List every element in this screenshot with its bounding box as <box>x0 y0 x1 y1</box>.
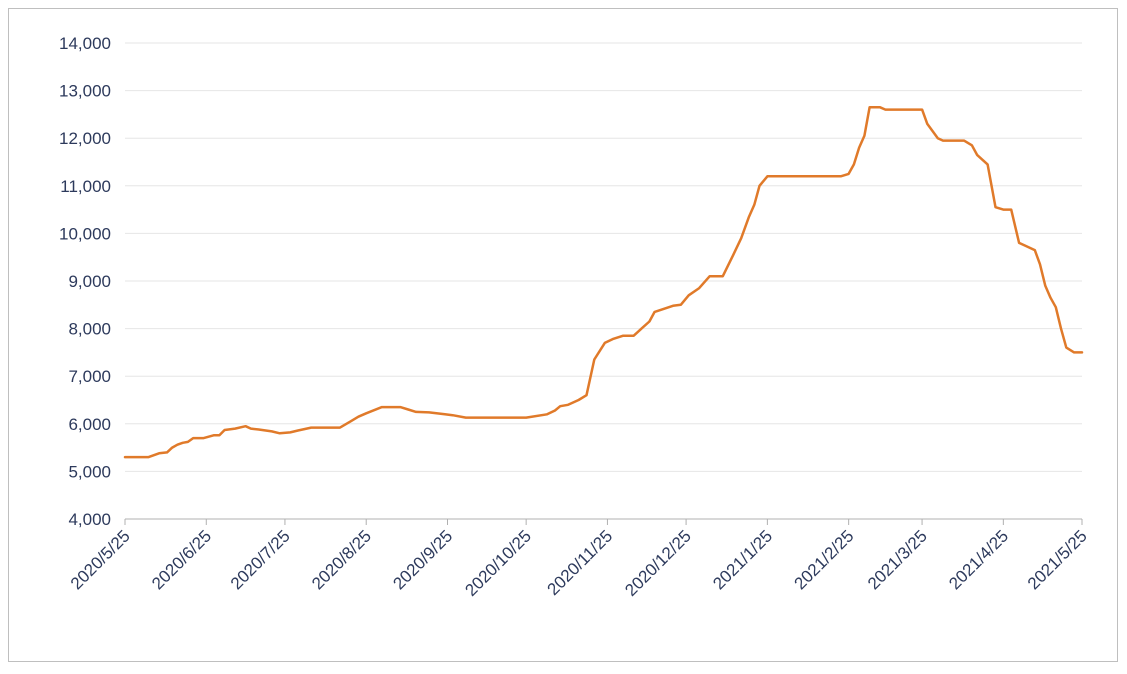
x-tick-label: 2020/8/25 <box>308 526 375 593</box>
chart-frame: 4,000 5,000 6,000 7,000 8,000 9,000 10,000 11,0… <box>8 8 1118 662</box>
x-tick-label: 2021/5/25 <box>1024 526 1091 593</box>
x-tick-label: 2020/11/25 <box>544 526 617 599</box>
y-tick-label: 7,000 <box>68 367 111 386</box>
series-line <box>123 106 1084 459</box>
line-chart: 4,000 5,000 6,000 7,000 8,000 9,000 10,000 11,0… <box>59 34 1091 600</box>
y-axis-ticks: 4,000 5,000 6,000 7,000 8,000 9,000 10,000 11,0… <box>59 34 111 529</box>
x-tick-label: 2021/3/25 <box>864 526 931 593</box>
series-layer <box>123 106 1084 459</box>
x-tick-label: 2020/5/25 <box>67 526 134 593</box>
y-tick-label: 14,000 <box>59 34 111 53</box>
x-tick-label: 2020/10/25 <box>461 526 535 600</box>
y-tick-label: 12,000 <box>59 129 111 148</box>
y-tick-label: 13,000 <box>59 82 111 101</box>
x-tick-label: 2020/9/25 <box>389 526 456 593</box>
y-tick-label: 4,000 <box>68 510 111 529</box>
x-tick-label: 2021/4/25 <box>945 526 1012 593</box>
x-tick-label: 2021/2/25 <box>791 526 858 593</box>
x-tick-label: 2020/12/25 <box>621 526 695 600</box>
y-tick-label: 5,000 <box>68 462 111 481</box>
y-tick-label: 8,000 <box>68 320 111 339</box>
gridlines <box>125 42 1082 472</box>
y-tick-label: 9,000 <box>68 272 111 291</box>
x-tick-label: 2020/7/25 <box>227 526 294 593</box>
x-tick-label: 2021/1/25 <box>709 526 776 593</box>
y-tick-label: 10,000 <box>59 224 111 243</box>
x-axis-ticks: 2020/5/25 2020/6/25 2020/7/25 2020/8/25 2020… <box>67 519 1091 600</box>
x-tick-label: 2020/6/25 <box>148 526 215 593</box>
y-tick-label: 6,000 <box>68 415 111 434</box>
y-tick-label: 11,000 <box>60 177 111 196</box>
